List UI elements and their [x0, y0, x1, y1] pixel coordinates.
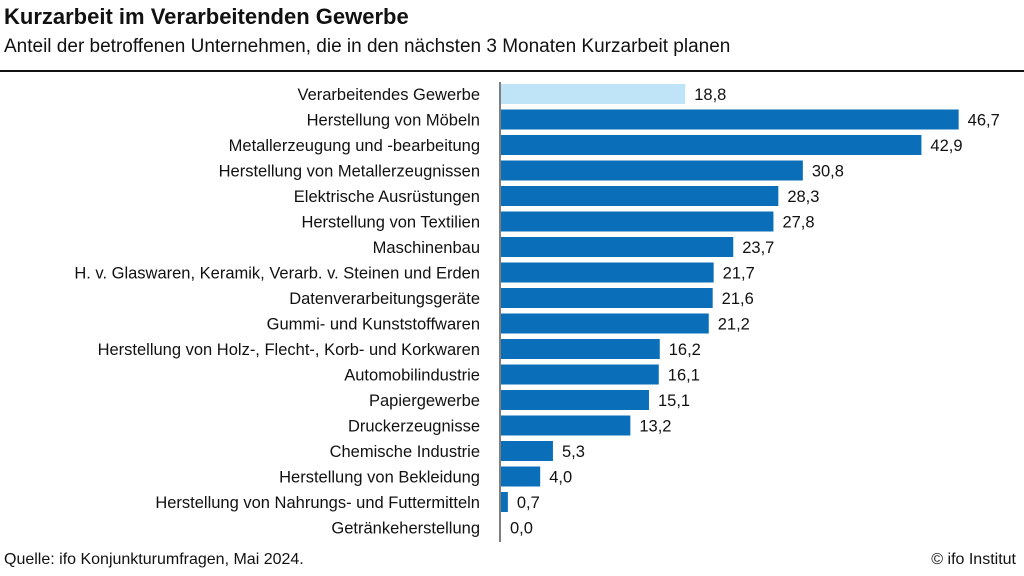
value-label: 21,2	[718, 316, 750, 334]
bar	[501, 288, 713, 308]
category-label: H. v. Glaswaren, Keramik, Verarb. v. Ste…	[74, 265, 480, 283]
category-label: Chemische Industrie	[330, 443, 480, 461]
category-label: Maschinenbau	[373, 239, 480, 257]
category-label: Herstellung von Metallerzeugnissen	[219, 163, 480, 181]
bar	[501, 390, 649, 410]
value-label: 13,2	[639, 418, 671, 436]
bar	[501, 313, 709, 334]
chart-subtitle: Anteil der betroffenen Unternehmen, die …	[4, 36, 731, 57]
category-label: Elektrische Ausrüstungen	[294, 188, 480, 206]
value-label: 23,7	[742, 239, 774, 257]
bar	[501, 262, 714, 283]
value-label: 30,8	[812, 163, 844, 181]
bar	[501, 441, 553, 461]
value-label: 28,3	[787, 188, 819, 206]
value-label: 16,2	[669, 341, 701, 359]
category-label: Automobilindustrie	[344, 367, 480, 385]
value-label: 4,0	[549, 469, 572, 487]
value-label: 46,7	[968, 112, 1000, 130]
category-label: Verarbeitendes Gewerbe	[297, 86, 480, 104]
value-label: 42,9	[930, 137, 962, 155]
category-label: Metallerzeugung und -bearbeitung	[229, 137, 480, 155]
category-label: Herstellung von Bekleidung	[279, 469, 480, 487]
value-label: 21,7	[723, 265, 755, 283]
category-label: Druckerzeugnisse	[348, 418, 480, 436]
category-label: Getränkeherstellung	[331, 520, 480, 538]
bar	[501, 364, 659, 385]
bar	[501, 415, 631, 436]
value-label: 16,1	[668, 367, 700, 385]
category-label: Herstellung von Holz-, Flecht-, Korb- un…	[98, 341, 480, 359]
header-rule	[0, 70, 1024, 72]
bar	[501, 492, 508, 512]
bar	[501, 160, 803, 181]
value-label: 27,8	[782, 214, 814, 232]
chart-title: Kurzarbeit im Verarbeitenden Gewerbe	[4, 4, 409, 29]
value-label: 21,6	[722, 290, 754, 308]
category-label: Herstellung von Möbeln	[307, 112, 480, 130]
bar	[501, 84, 686, 104]
bar	[501, 466, 541, 487]
value-label: 0,0	[510, 520, 533, 538]
value-label: 5,3	[562, 443, 585, 461]
bar	[501, 135, 922, 155]
source-note: Quelle: ifo Konjunkturumfragen, Mai 2024…	[4, 551, 304, 568]
bar	[501, 109, 959, 130]
copyright: © ifo Institut	[931, 551, 1016, 568]
category-label: Gummi- und Kunststoffwaren	[267, 316, 480, 334]
bar	[501, 186, 779, 206]
category-label: Papiergewerbe	[369, 392, 480, 410]
bar	[501, 237, 734, 257]
category-label: Herstellung von Textilien	[301, 214, 480, 232]
category-label: Herstellung von Nahrungs- und Futtermitt…	[155, 494, 480, 512]
bar	[501, 211, 774, 232]
bar	[501, 339, 660, 359]
value-label: 18,8	[694, 86, 726, 104]
category-label: Datenverarbeitungsgeräte	[289, 290, 480, 308]
value-label: 0,7	[517, 494, 540, 512]
value-label: 15,1	[658, 392, 690, 410]
